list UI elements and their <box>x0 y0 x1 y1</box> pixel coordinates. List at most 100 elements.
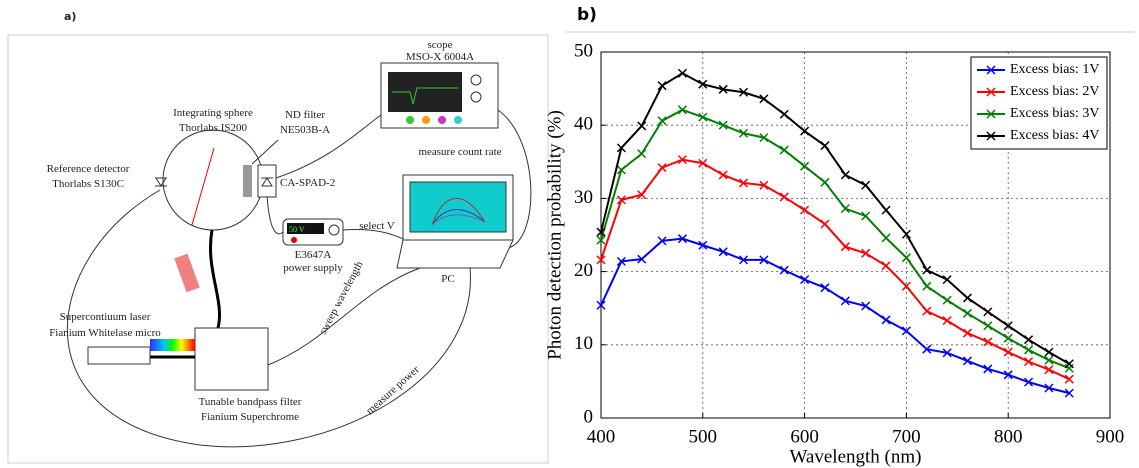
marker <box>759 94 769 104</box>
y-tick-label: 30 <box>574 187 593 208</box>
marker <box>840 242 850 252</box>
marker <box>759 255 769 265</box>
label: MSO-X 6004A <box>406 51 474 63</box>
marker <box>596 235 606 245</box>
reference-detector <box>155 177 167 187</box>
display-text: 50 V <box>289 225 305 234</box>
x-tick-label: 900 <box>1096 426 1125 447</box>
x-tick-label: 800 <box>994 426 1023 447</box>
marker <box>596 300 606 310</box>
marker <box>942 295 952 305</box>
label: NE503B-A <box>280 124 330 136</box>
x-tick-label: 700 <box>892 426 921 447</box>
marker <box>637 149 647 159</box>
marker <box>820 219 830 229</box>
pc-display <box>409 181 507 233</box>
marker <box>983 321 993 331</box>
y-tick-label: 20 <box>574 260 593 281</box>
marker <box>983 364 993 374</box>
wires <box>67 109 532 448</box>
label: Thorlabs IS200 <box>179 122 248 134</box>
marker <box>677 68 687 78</box>
legend-marker <box>986 65 996 75</box>
label: E3647A <box>295 249 332 261</box>
marker <box>698 158 708 168</box>
marker <box>779 192 789 202</box>
marker <box>779 145 789 155</box>
spad <box>257 164 277 198</box>
marker <box>983 307 993 317</box>
x-axis-label: Wavelength (nm) <box>790 446 922 467</box>
marker <box>1064 388 1074 398</box>
label: Reference detector <box>47 163 130 175</box>
chart: 0 10 20 30 40 50 400 500 600 700 800 900 Wavelength … <box>544 40 1124 467</box>
legend-marker <box>986 131 996 141</box>
marker <box>759 180 769 190</box>
scope-trace <box>392 87 458 105</box>
marker <box>881 233 891 243</box>
marker <box>861 211 871 221</box>
marker <box>901 326 911 336</box>
knob <box>470 91 482 103</box>
marker <box>1044 347 1054 357</box>
y-tick-label: 0 <box>584 406 594 427</box>
marker <box>1064 359 1074 369</box>
bandpass-filter <box>194 327 269 391</box>
curve <box>431 197 486 226</box>
marker <box>1064 363 1074 373</box>
marker <box>698 79 708 89</box>
marker <box>922 281 932 291</box>
marker <box>922 344 932 354</box>
marker <box>759 133 769 143</box>
marker <box>657 163 667 173</box>
marker <box>698 240 708 250</box>
label: measure count rate <box>418 146 501 158</box>
marker <box>840 204 850 214</box>
curve <box>431 214 486 226</box>
legend-label: Excess bias: 3V <box>1010 106 1099 121</box>
channel <box>422 116 430 124</box>
legend-marker <box>986 109 996 119</box>
channel <box>454 116 462 124</box>
marker <box>1044 355 1054 365</box>
psu-display <box>287 223 324 234</box>
marker <box>800 161 810 171</box>
legend-marker <box>986 87 996 97</box>
panel-label: b) <box>577 5 597 25</box>
legend-label: Excess bias: 1V <box>1010 62 1099 77</box>
marker <box>840 170 850 180</box>
label: power supply <box>283 262 343 274</box>
laser <box>87 346 151 365</box>
marker <box>840 296 850 306</box>
label: select V <box>359 220 395 232</box>
spectrum <box>150 339 195 351</box>
marker <box>901 229 911 239</box>
marker <box>738 87 749 97</box>
marker <box>657 116 667 126</box>
marker <box>800 126 810 136</box>
marker <box>820 141 830 151</box>
plot-frame <box>600 51 1111 419</box>
marker <box>637 254 647 264</box>
marker <box>718 247 728 257</box>
lens <box>174 253 200 293</box>
marker <box>1044 383 1054 393</box>
diagram: a) scope MSO-X 6004A Integrating sphere … <box>7 10 549 464</box>
marker <box>677 234 687 244</box>
y-tick-label: 50 <box>574 40 593 61</box>
marker <box>881 205 891 215</box>
marker <box>1024 377 1034 387</box>
marker <box>616 143 626 153</box>
marker <box>1044 365 1054 375</box>
marker <box>901 281 911 291</box>
label: CA-SPAD-2 <box>280 177 335 189</box>
marker <box>800 205 810 215</box>
marker <box>1024 357 1034 367</box>
led <box>291 237 297 243</box>
legend-label: Excess bias: 2V <box>1010 84 1099 99</box>
curve <box>431 209 486 226</box>
label: measure power <box>364 363 422 417</box>
marker <box>596 255 606 265</box>
x-tick-label: 400 <box>587 426 616 447</box>
marker <box>616 195 626 205</box>
